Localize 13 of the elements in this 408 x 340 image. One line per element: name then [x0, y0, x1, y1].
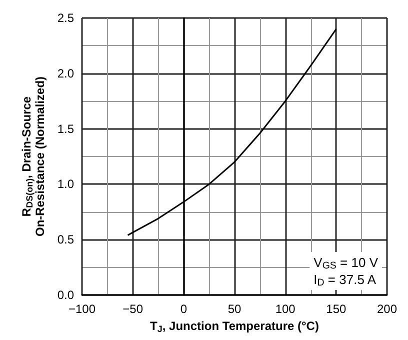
y-tick-label: 2.0 — [57, 66, 74, 80]
y-tick-label: 0.5 — [57, 232, 74, 247]
y-tick-label: 1.0 — [57, 177, 74, 192]
x-tick-label: 0 — [180, 302, 188, 316]
x-tick-label: −100 — [68, 302, 96, 316]
x-tick-label: 150 — [326, 302, 346, 316]
x-tick-label: 50 — [228, 302, 242, 316]
y-tick-label: 2.5 — [57, 11, 74, 25]
x-tick-label: −50 — [122, 302, 144, 316]
y-tick-label: 1.5 — [57, 122, 74, 136]
x-tick-label: 100 — [275, 302, 296, 316]
x-tick-label: 200 — [376, 302, 398, 316]
y-tick-label: 0.0 — [57, 288, 74, 302]
